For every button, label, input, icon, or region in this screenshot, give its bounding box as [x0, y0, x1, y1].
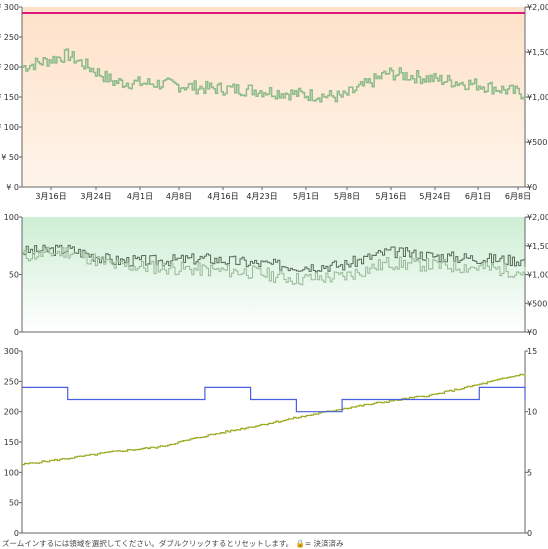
mid-left-ticks: 0 50 100	[4, 213, 22, 337]
mid-right-ticks: ¥0 ¥500 ¥1,000 ¥1,500 ¥2,000	[525, 213, 548, 337]
bottom-chart-plot[interactable]	[22, 351, 525, 533]
y-tick-label: 300	[4, 347, 19, 356]
x-tick-label: 5月24日	[419, 192, 450, 201]
price-left-ticks: ¥ 0 ¥ 50 ¥ 100 ¥ 150 ¥ 200 ¥ 250 ¥ 300	[0, 3, 22, 192]
y-tick-label: ¥ 50	[1, 153, 19, 162]
y-tick-label: ¥500	[527, 299, 547, 308]
x-tick-label: 6月1日	[465, 192, 491, 201]
y-tick-label: 5	[527, 468, 532, 477]
y-tick-label: 15	[527, 347, 537, 356]
y-tick-label: ¥1,000	[527, 93, 548, 102]
x-tick-label: 3月16日	[35, 192, 66, 201]
y-tick-label: ¥ 200	[0, 63, 19, 72]
settled-legend: = 決済済み	[304, 539, 344, 548]
y-tick-label: ¥500	[527, 138, 547, 147]
y-tick-label: ¥ 150	[0, 93, 19, 102]
y-tick-label: 50	[9, 499, 19, 508]
bottom-right-ticks: 0 5 10 15	[525, 347, 537, 538]
x-tick-label: 4月1日	[127, 192, 153, 201]
x-tick-label: 4月8日	[166, 192, 192, 201]
x-tick-label: 4月23日	[246, 192, 277, 201]
mid-series-light-line	[22, 246, 526, 286]
y-tick-label: 10	[527, 408, 537, 417]
y-tick-label: 100	[4, 468, 19, 477]
y-tick-label: ¥1,500	[527, 242, 548, 251]
x-tick-label: 3月24日	[80, 192, 111, 201]
bottom-chart-panel[interactable]: 0 50 100 150 200 250 300 0 5 10 15	[4, 347, 537, 538]
y-tick-label: ¥1,000	[527, 271, 548, 280]
y-tick-label: ¥1,500	[527, 48, 548, 57]
y-tick-label: 50	[9, 271, 19, 280]
y-tick-label: ¥2,000	[527, 213, 548, 222]
y-tick-label: ¥0	[527, 183, 537, 192]
x-tick-label: 5月16日	[375, 192, 406, 201]
rank-series-line	[22, 373, 526, 466]
bottom-left-ticks: 0 50 100 150 200 250 300	[4, 347, 22, 538]
price-chart-panel[interactable]: ¥ 0¥ 50¥ 100¥ 150¥ 200¥ 250¥ 300 ¥0¥500¥…	[0, 3, 548, 201]
y-tick-label: ¥0	[527, 328, 537, 337]
y-tick-label: ¥ 100	[0, 123, 19, 132]
lock-icon: 🔒	[295, 539, 305, 548]
y-tick-label: 200	[4, 408, 19, 417]
price-right-ticks: ¥0 ¥500 ¥1,000 ¥1,500 ¥2,000	[525, 3, 548, 192]
y-tick-label: 100	[4, 213, 19, 222]
price-series-line	[22, 48, 526, 103]
y-tick-label: 0	[14, 328, 19, 337]
x-tick-label: 5月1日	[293, 192, 319, 201]
price-x-ticks: 3月16日 3月24日 4月1日 4月8日 4月16日 4月23日 5月1日 5月8日 5月16…	[35, 187, 531, 201]
chart-hint: ズームインするには領域を選択してください。ダブルクリックするとリセットします。 …	[2, 538, 343, 549]
y-tick-label: 150	[4, 438, 19, 447]
mid-series-dark-line	[22, 244, 526, 273]
y-tick-label: 0	[527, 529, 532, 538]
zoom-hint-text: ズームインするには領域を選択してください。ダブルクリックするとリセットします。	[2, 539, 294, 548]
x-tick-label: 4月16日	[207, 192, 238, 201]
mid-chart-panel[interactable]: 0 50 100 ¥0 ¥500 ¥1,000 ¥1,500 ¥2,000	[4, 213, 548, 337]
offer-count-line	[22, 386, 526, 413]
y-tick-label: 0	[14, 529, 19, 538]
y-tick-label: ¥ 250	[0, 33, 19, 42]
y-tick-label: ¥ 0	[6, 183, 19, 192]
x-tick-label: 6月8日	[505, 192, 531, 201]
y-tick-label: ¥ 300	[0, 3, 19, 12]
y-tick-label: ¥2,000	[527, 3, 548, 12]
x-tick-label: 5月8日	[334, 192, 360, 201]
y-tick-label: 250	[4, 377, 19, 386]
